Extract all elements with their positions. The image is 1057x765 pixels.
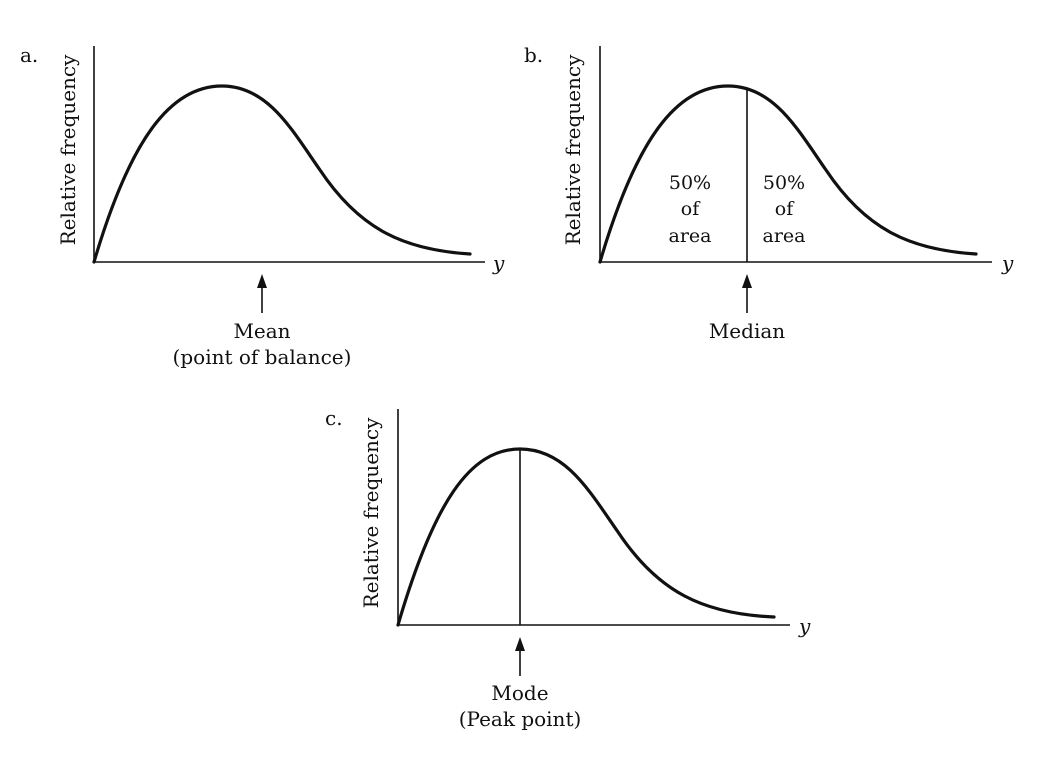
panel-c-y-axis-label: Relative frequency	[359, 417, 383, 609]
panel-a-axes	[93, 46, 485, 263]
panel-a-mean-arrow	[257, 274, 267, 313]
panel-a-distribution-curve	[92, 84, 472, 264]
panel-c-x-axis-label: y	[798, 614, 811, 638]
panel-c: c. Relative frequency y Mode (Peak point…	[325, 406, 811, 731]
panel-c-annotation-line-2: (Peak point)	[459, 707, 582, 731]
panel-c-axes	[397, 409, 790, 626]
panel-b-distribution-curve	[598, 84, 978, 264]
panel-b-median-arrow	[742, 274, 752, 313]
panel-b-area-label-left: 50% of area	[669, 172, 712, 247]
panel-c-mode-arrow	[515, 637, 525, 676]
panel-b-y-axis-label: Relative frequency	[561, 54, 585, 246]
panel-c-distribution-curve	[396, 447, 776, 627]
panel-b-annotation-line-1: Median	[709, 319, 785, 343]
panel-b-left-area-line-2: of	[681, 198, 701, 220]
panel-b-left-area-line-1: 50%	[669, 172, 711, 194]
panel-b-right-area-line-3: area	[763, 225, 806, 247]
panel-b-left-area-line-3: area	[669, 225, 712, 247]
panel-c-letter: c.	[325, 406, 343, 430]
panel-a-annotation-line-1: Mean	[233, 319, 290, 343]
panel-a-y-axis-label: Relative frequency	[56, 54, 80, 246]
panel-c-annotation-line-1: Mode	[491, 681, 548, 705]
panel-b-right-area-line-2: of	[775, 198, 795, 220]
panel-a-letter: a.	[20, 43, 38, 67]
panel-b-letter: b.	[524, 43, 543, 67]
panel-b-area-label-right: 50% of area	[763, 172, 806, 247]
panel-b-x-axis-label: y	[1001, 251, 1014, 275]
panel-a-annotation-line-2: (point of balance)	[173, 345, 352, 369]
panel-b: b. Relative frequency y 50% of area 50% …	[524, 43, 1014, 343]
panel-a-x-axis-label: y	[492, 251, 505, 275]
panel-b-right-area-line-1: 50%	[763, 172, 805, 194]
panel-a: a. Relative frequency y Mean (point of b…	[20, 43, 505, 369]
